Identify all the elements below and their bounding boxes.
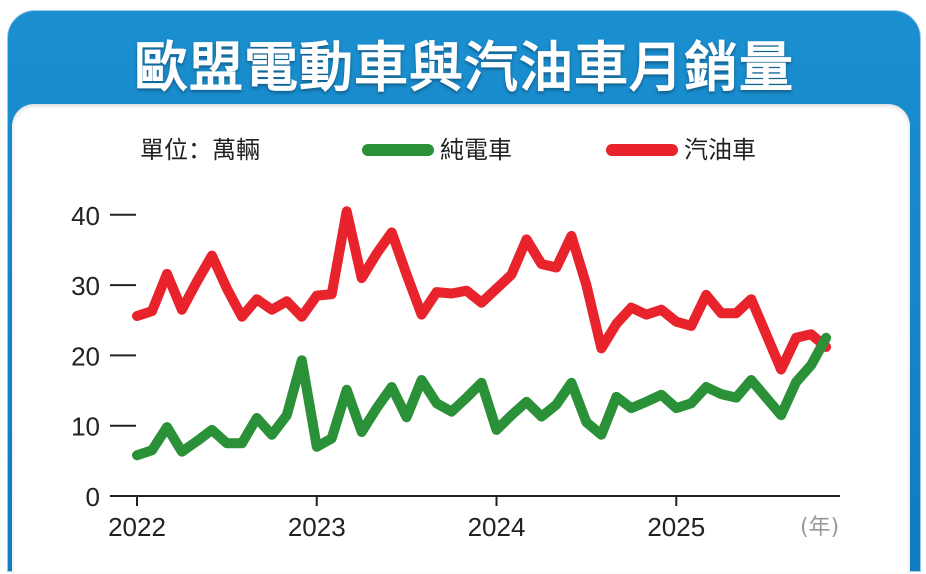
x-tick-label: 2023 bbox=[288, 512, 346, 542]
series-line-ev bbox=[137, 338, 826, 455]
legend-label-gas: 汽油車 bbox=[684, 136, 756, 164]
y-tick-label: 0 bbox=[86, 482, 100, 512]
legend-label-ev: 純電車 bbox=[440, 136, 512, 164]
unit-label: 單位：萬輛 bbox=[140, 136, 260, 164]
y-tick-label: 20 bbox=[71, 341, 100, 371]
y-tick-label: 30 bbox=[71, 271, 100, 301]
x-unit-label: (年) bbox=[800, 515, 839, 540]
x-tick-label: 2022 bbox=[108, 512, 166, 542]
x-tick-label: 2025 bbox=[647, 512, 705, 542]
series-line-gas bbox=[137, 211, 826, 369]
y-tick-label: 40 bbox=[71, 201, 100, 231]
x-tick-label: 2024 bbox=[468, 512, 526, 542]
y-tick-label: 10 bbox=[71, 412, 100, 442]
